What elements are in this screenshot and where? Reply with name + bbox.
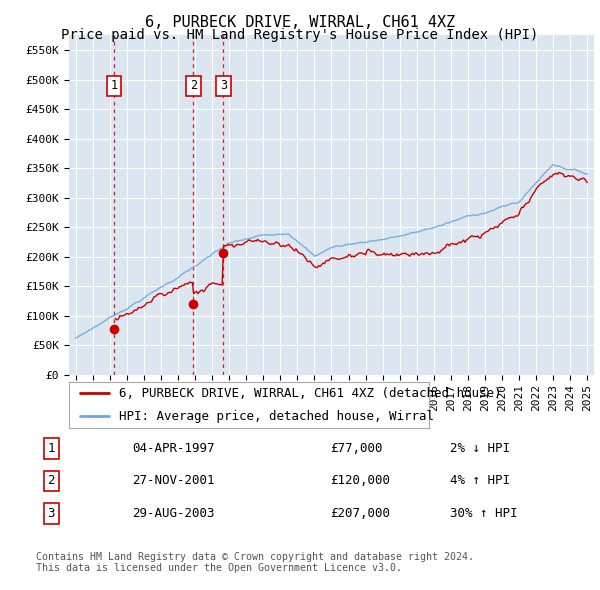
Text: 3: 3 <box>220 79 227 92</box>
Text: 27-NOV-2001: 27-NOV-2001 <box>132 474 215 487</box>
Text: 1: 1 <box>47 442 55 455</box>
Text: Price paid vs. HM Land Registry's House Price Index (HPI): Price paid vs. HM Land Registry's House … <box>61 28 539 42</box>
Text: £120,000: £120,000 <box>330 474 390 487</box>
Text: 30% ↑ HPI: 30% ↑ HPI <box>450 507 517 520</box>
Text: 4% ↑ HPI: 4% ↑ HPI <box>450 474 510 487</box>
Text: 2% ↓ HPI: 2% ↓ HPI <box>450 442 510 455</box>
Text: 2: 2 <box>190 79 197 92</box>
Text: 6, PURBECK DRIVE, WIRRAL, CH61 4XZ (detached house): 6, PURBECK DRIVE, WIRRAL, CH61 4XZ (deta… <box>119 386 502 400</box>
Text: HPI: Average price, detached house, Wirral: HPI: Average price, detached house, Wirr… <box>119 409 434 423</box>
Text: 6, PURBECK DRIVE, WIRRAL, CH61 4XZ: 6, PURBECK DRIVE, WIRRAL, CH61 4XZ <box>145 15 455 30</box>
Text: 29-AUG-2003: 29-AUG-2003 <box>132 507 215 520</box>
Text: 1: 1 <box>111 79 118 92</box>
Text: 2: 2 <box>47 474 55 487</box>
Text: £207,000: £207,000 <box>330 507 390 520</box>
Text: 3: 3 <box>47 507 55 520</box>
Text: Contains HM Land Registry data © Crown copyright and database right 2024.
This d: Contains HM Land Registry data © Crown c… <box>36 552 474 573</box>
Text: £77,000: £77,000 <box>330 442 383 455</box>
Text: 04-APR-1997: 04-APR-1997 <box>132 442 215 455</box>
